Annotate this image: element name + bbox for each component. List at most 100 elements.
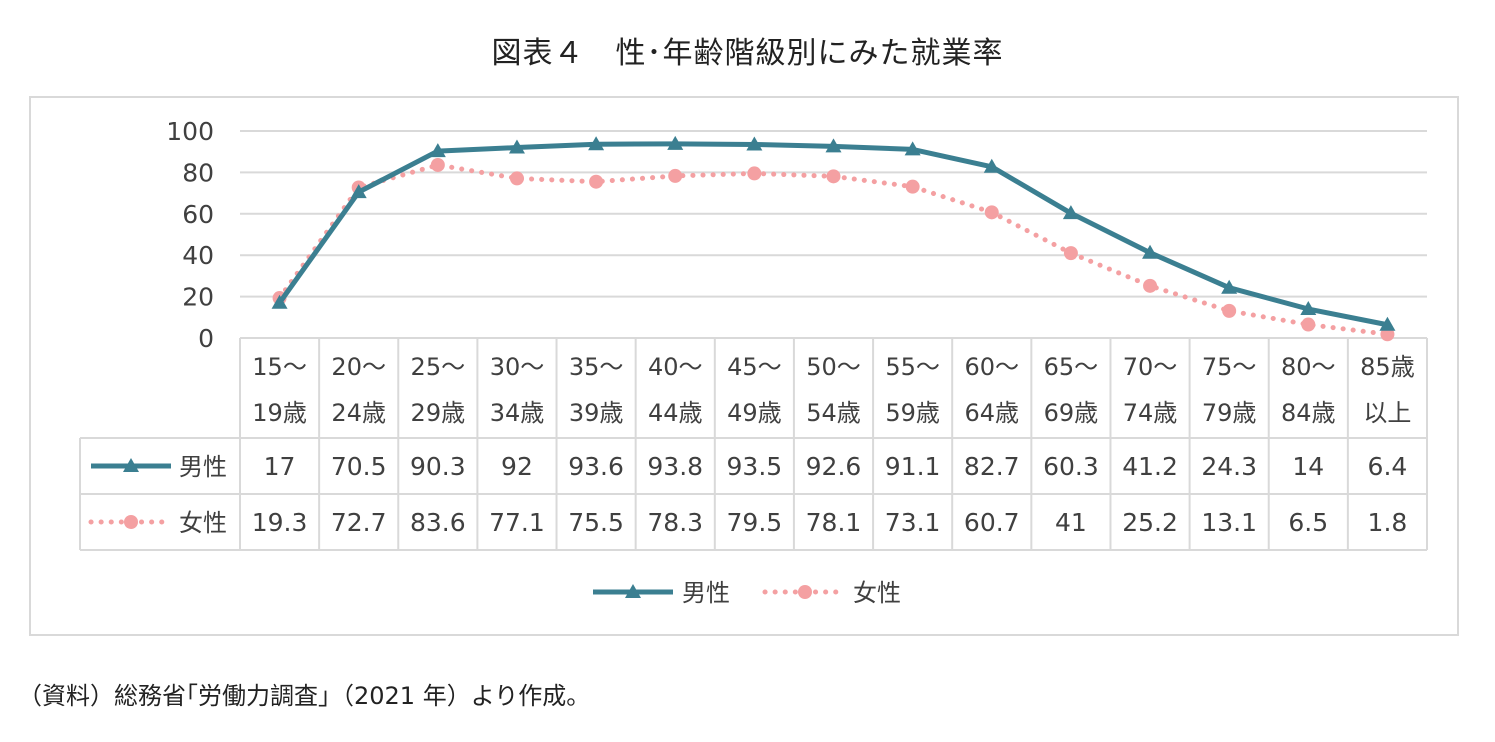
data-label-male: 70.5 (331, 452, 387, 481)
data-point-male (904, 141, 921, 156)
data-point-female (430, 157, 445, 172)
data-label-male: 41.2 (1122, 452, 1178, 481)
data-point-female (1063, 246, 1078, 261)
x-tick-label: 70～ (1123, 353, 1178, 381)
x-tick-label: 55～ (885, 353, 940, 381)
data-label-male: 60.3 (1043, 452, 1099, 481)
x-tick-label: 69歳 (1044, 399, 1099, 427)
x-tick-label: 79歳 (1202, 399, 1257, 427)
x-tick-label: 40～ (648, 353, 703, 381)
x-tick-label: 85歳 (1360, 353, 1415, 381)
data-label-male: 93.5 (727, 452, 783, 481)
x-tick-label: 50～ (806, 353, 861, 381)
data-point-female (1143, 278, 1158, 293)
data-point-female (1222, 303, 1237, 318)
data-label-female: 72.7 (331, 508, 387, 537)
data-point-female (1301, 317, 1316, 332)
x-tick-label: 65～ (1044, 353, 1099, 381)
x-tick-label: 44歳 (648, 399, 703, 427)
y-tick-label: 0 (198, 324, 214, 353)
x-tick-label: 54歳 (806, 399, 861, 427)
x-tick-label: 34歳 (490, 399, 545, 427)
legend-key-female-marker (798, 585, 812, 599)
x-tick-label: 24歳 (331, 399, 386, 427)
x-tick-label: 59歳 (885, 399, 940, 427)
x-tick-label: 29歳 (411, 399, 466, 427)
data-point-male (350, 184, 367, 199)
data-label-female: 75.5 (568, 508, 624, 537)
data-point-female (905, 179, 920, 194)
data-point-female (668, 168, 683, 183)
data-point-male (667, 135, 684, 150)
data-label-male: 82.7 (964, 452, 1020, 481)
table-legend-key-female-marker (124, 515, 138, 529)
chart-title: 図表４ 性･年齢階級別にみた就業率 (491, 36, 1004, 71)
data-point-male (271, 294, 288, 309)
data-label-female: 77.1 (489, 508, 545, 537)
legend-label-male: 男性 (682, 579, 730, 607)
data-point-male (588, 136, 605, 151)
x-tick-label: 19歳 (252, 399, 307, 427)
x-tick-label: 15～ (252, 353, 307, 381)
x-tick-label: 74歳 (1123, 399, 1178, 427)
x-tick-label: 75～ (1202, 353, 1257, 381)
data-point-male (1142, 244, 1159, 259)
data-label-male: 24.3 (1201, 452, 1257, 481)
table-series-name: 女性 (179, 509, 227, 537)
data-point-male (1379, 316, 1396, 331)
x-tick-label: 84歳 (1281, 399, 1336, 427)
data-point-female (747, 166, 762, 181)
y-tick-label: 60 (182, 200, 214, 229)
data-point-male (1221, 279, 1238, 294)
legend-key-male-marker (625, 584, 641, 598)
data-label-male: 92 (501, 452, 533, 481)
x-tick-label: 以上 (1363, 399, 1411, 427)
x-tick-label: 25～ (411, 353, 466, 381)
x-tick-label: 60～ (964, 353, 1019, 381)
data-point-male (1300, 301, 1317, 316)
data-label-male: 17 (264, 452, 296, 481)
y-tick-label: 100 (166, 117, 214, 146)
data-label-female: 13.1 (1201, 508, 1257, 537)
x-tick-label: 45～ (727, 353, 782, 381)
x-tick-label: 64歳 (964, 399, 1019, 427)
data-point-female (1380, 327, 1395, 342)
y-tick-label: 20 (182, 283, 214, 312)
data-point-female (984, 205, 999, 220)
data-label-female: 41 (1055, 508, 1087, 537)
table-legend-key-male-marker (123, 458, 139, 472)
data-point-male (429, 143, 446, 158)
source-note: （資料）総務省｢労働力調査｣（2021 年）より作成。 (18, 682, 591, 710)
series-line-female (277, 162, 1390, 337)
chart-frame (29, 96, 1459, 636)
data-label-male: 91.1 (885, 452, 941, 481)
table-series-name: 男性 (179, 453, 227, 481)
data-label-male: 92.6 (806, 452, 862, 481)
data-label-male: 93.6 (568, 452, 624, 481)
x-tick-label: 80～ (1281, 353, 1336, 381)
data-label-male: 14 (1292, 452, 1324, 481)
data-point-female (826, 169, 841, 184)
data-label-female: 1.8 (1368, 508, 1408, 537)
x-tick-label: 30～ (490, 353, 545, 381)
data-point-female (589, 174, 604, 189)
y-tick-label: 80 (182, 158, 214, 187)
data-point-male (746, 136, 763, 151)
data-point-male (508, 139, 525, 154)
data-point-female (509, 171, 524, 186)
data-label-female: 73.1 (885, 508, 941, 537)
data-label-female: 25.2 (1122, 508, 1178, 537)
data-label-male: 90.3 (410, 452, 466, 481)
y-tick-label: 40 (182, 241, 214, 270)
x-tick-label: 20～ (331, 353, 386, 381)
data-point-male (825, 138, 842, 153)
legend-label-female: 女性 (853, 579, 901, 607)
data-label-female: 6.5 (1288, 508, 1328, 537)
x-tick-label: 39歳 (569, 399, 624, 427)
data-label-female: 79.5 (727, 508, 783, 537)
data-label-male: 6.4 (1368, 452, 1408, 481)
data-label-female: 83.6 (410, 508, 466, 537)
data-label-female: 78.1 (806, 508, 862, 537)
data-label-female: 19.3 (252, 508, 308, 537)
